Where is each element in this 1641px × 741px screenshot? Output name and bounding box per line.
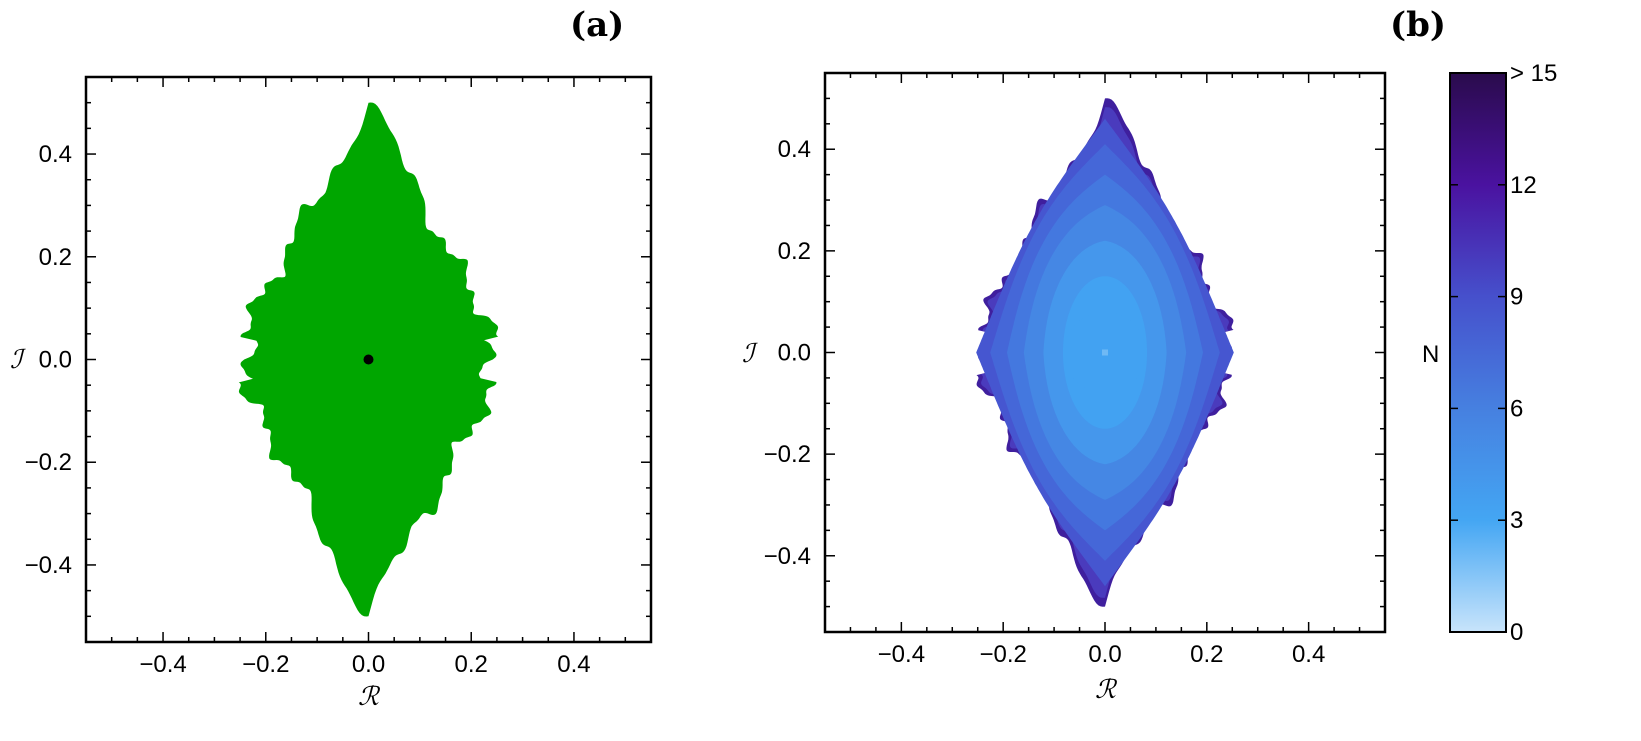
- contour-regions: [976, 98, 1234, 607]
- x-tick-label: 0.2: [455, 651, 488, 678]
- origin-marker: [363, 354, 374, 365]
- colorbar-title: N: [1422, 341, 1439, 368]
- colorbar-gradient: [1449, 72, 1507, 633]
- panel-a-xlabel: ℛ: [358, 682, 381, 712]
- colorbar-tick-label: > 15: [1510, 60, 1557, 87]
- y-tick-label: 0.4: [39, 141, 72, 168]
- x-tick-label: 0.2: [1190, 641, 1223, 668]
- y-tick-label: −0.4: [764, 543, 811, 570]
- y-tick-label: 0.0: [778, 340, 811, 367]
- y-tick-label: −0.4: [25, 552, 72, 579]
- panel-a-label: (a): [570, 5, 624, 45]
- x-tick-label: −0.2: [979, 641, 1026, 668]
- colorbar-tick-label: 6: [1510, 395, 1523, 422]
- y-tick-label: −0.2: [764, 441, 811, 468]
- y-tick-label: 0.0: [39, 347, 72, 374]
- panel-b-ticks: −0.4 −0.2 0.0 0.2 0.4 −0.4 −0.2 0.0 0.2 0.4: [764, 72, 1386, 668]
- y-tick-label: 0.4: [778, 136, 811, 163]
- colorbar-ticks: 0 3 6 9 12 > 15: [1450, 60, 1557, 646]
- panel-b-xlabel: ℛ: [1095, 675, 1118, 705]
- panel-a-ticks: −0.4 −0.2 0.0 0.2 0.4 −0.4 −0.2 0.0 0.2 0.4: [25, 76, 652, 678]
- panel-b-label: (b): [1390, 5, 1446, 45]
- panel-b-ylabel: ℐ: [742, 339, 758, 369]
- colorbar-tick-label: 9: [1510, 284, 1523, 311]
- colorbar: 0 3 6 9 12 > 15 N: [1422, 60, 1557, 646]
- x-tick-label: 0.0: [352, 651, 385, 678]
- y-tick-label: 0.2: [39, 244, 72, 271]
- panel-b: (b) −0.4 −0.2 0.0 0.2 0.4 −0.4 −0.2 0.0 0.2 0.4 ℐ…: [742, 5, 1446, 705]
- y-tick-label: 0.2: [778, 238, 811, 265]
- colorbar-tick-label: 0: [1510, 619, 1523, 646]
- colorbar-tick-label: 12: [1510, 172, 1537, 199]
- colorbar-tick-label: 3: [1510, 507, 1523, 534]
- y-tick-label: −0.2: [25, 449, 72, 476]
- panel-a-ylabel: ℐ: [10, 345, 26, 375]
- x-tick-label: 0.4: [557, 651, 590, 678]
- x-tick-label: −0.2: [242, 651, 289, 678]
- x-tick-label: −0.4: [139, 651, 186, 678]
- contour-center: [1102, 349, 1108, 356]
- panel-a: (a) −0.4 −0.2 0.0 0.2 0.4 −0.4 −0.2 0.0 0.2 0.4 ℐ…: [10, 5, 653, 712]
- x-tick-label: −0.4: [878, 641, 925, 668]
- x-tick-label: 0.4: [1292, 641, 1325, 668]
- x-tick-label: 0.0: [1088, 641, 1121, 668]
